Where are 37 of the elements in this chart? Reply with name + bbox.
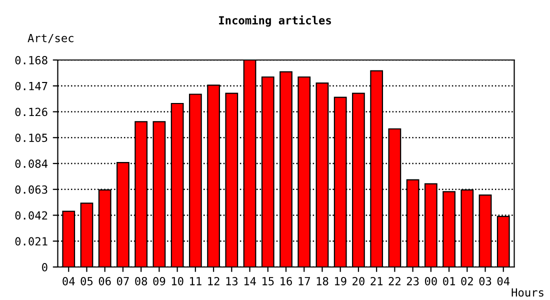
x-tick-label: 18	[316, 276, 328, 286]
x-tick-label: 05	[80, 276, 93, 286]
chart-title: Incoming articles	[219, 15, 331, 27]
x-tick-label: 14	[244, 277, 256, 286]
y-tick-label: 0.084	[15, 160, 48, 168]
x-tick-label: 13	[226, 276, 238, 286]
x-tick-label: 19	[334, 276, 346, 286]
x-tick-label: 03	[479, 276, 492, 286]
x-tick-label: 06	[98, 276, 111, 286]
y-tick-label: 0.147	[15, 82, 48, 90]
x-tick-label: 00	[424, 276, 437, 286]
y-tick-label: 0	[42, 263, 48, 272]
y-tick-label: 0.063	[15, 185, 48, 194]
x-tick-label: 17	[298, 277, 310, 286]
x-tick-label: 08	[135, 276, 148, 286]
x-tick-label: 04	[62, 276, 75, 286]
x-tick-label: 07	[116, 276, 129, 286]
y-tick-label: 0.021	[15, 237, 48, 246]
y-tick-label: 0.042	[15, 211, 48, 220]
x-tick-label: 04	[497, 276, 510, 286]
y-tick-label: 0.168	[15, 56, 48, 64]
x-tick-label: 09	[153, 276, 166, 286]
y-axis-title: Art/sec	[28, 34, 74, 44]
x-tick-label: 11	[190, 277, 202, 286]
x-tick-label: 01	[443, 276, 455, 286]
x-tick-label: 15	[262, 277, 274, 286]
x-tick-label: 16	[280, 276, 292, 286]
y-tick-label: 0.126	[15, 108, 48, 116]
y-tick-label: 0.105	[15, 134, 48, 142]
x-tick-label: 12	[208, 276, 220, 286]
x-tick-label: 22	[388, 276, 400, 286]
x-tick-label: 21	[370, 276, 383, 286]
x-tick-label: 23	[406, 276, 419, 286]
x-axis-title: Hours	[512, 288, 544, 297]
x-tick-label: 20	[352, 276, 364, 286]
x-tick-label: 10	[172, 276, 184, 286]
x-tick-label: 02	[461, 276, 473, 286]
